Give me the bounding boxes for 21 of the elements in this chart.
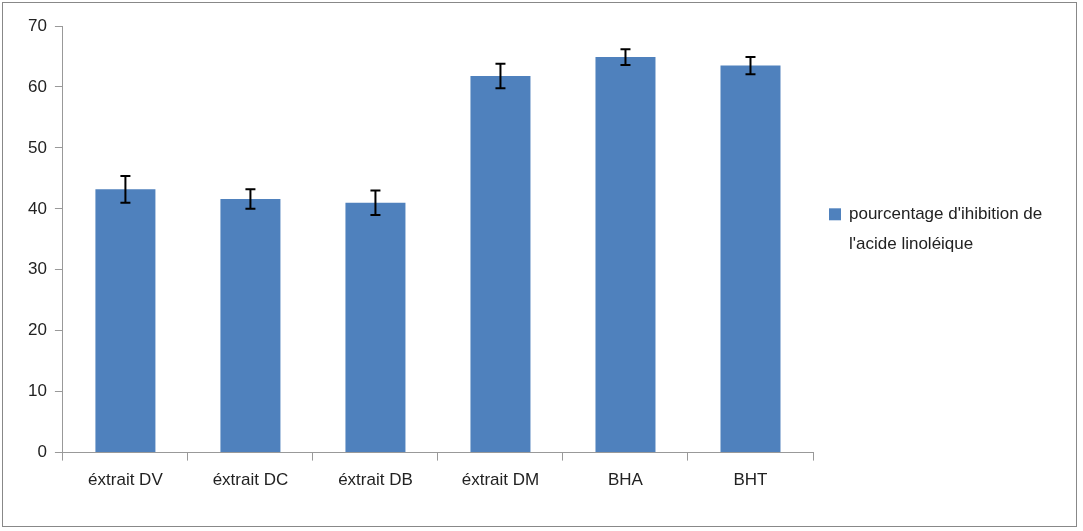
x-tick-label: BHA <box>607 470 644 490</box>
y-tick-label: 10 <box>27 381 47 401</box>
x-tick-label: éxtrait DC <box>212 470 289 490</box>
bar <box>595 57 656 453</box>
bar <box>720 65 781 453</box>
y-tick-label: 30 <box>27 259 47 279</box>
bar <box>470 75 531 453</box>
legend-label: pourcentage d'ihibition de l'acide linoléique <box>849 203 1043 253</box>
y-tick-label: 0 <box>37 442 47 462</box>
bar <box>345 202 406 453</box>
x-tick-label: éxtrait DV <box>88 470 164 490</box>
x-tick-label: BHT <box>733 470 768 490</box>
x-tick-label: éxtrait DB <box>338 470 413 490</box>
bar <box>220 199 281 453</box>
y-tick-label: 70 <box>27 15 47 35</box>
y-tick-label: 40 <box>27 198 47 218</box>
y-tick-label: 20 <box>27 320 47 340</box>
y-tick-label: 50 <box>27 137 47 157</box>
x-tick-label: éxtrait DM <box>461 470 540 490</box>
bar <box>95 189 156 453</box>
y-tick-label: 60 <box>27 76 47 96</box>
